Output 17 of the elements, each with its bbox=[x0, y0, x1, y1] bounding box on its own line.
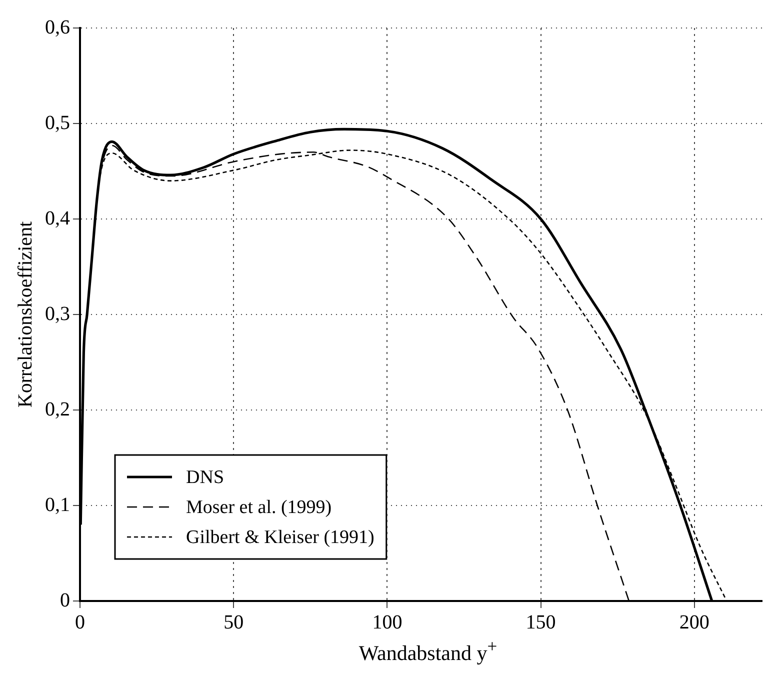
y-tick-label: 0,5 bbox=[45, 112, 70, 134]
y-tick-label: 0,2 bbox=[45, 398, 70, 420]
x-tick-label: 0 bbox=[75, 611, 85, 634]
y-tick-label: 0 bbox=[60, 589, 70, 612]
y-axis-title: Korrelationskoeffizient bbox=[14, 220, 36, 408]
y-tick-label: 0,1 bbox=[45, 494, 70, 516]
x-tick-label: 50 bbox=[224, 611, 244, 634]
x-tick-label: 150 bbox=[526, 611, 556, 634]
y-tick-label: 0,6 bbox=[45, 16, 70, 38]
legend-label: DNS bbox=[186, 466, 224, 488]
x-tick-label: 100 bbox=[372, 611, 402, 634]
legend-label: Moser et al. (1999) bbox=[186, 496, 332, 518]
y-tick-label: 0,3 bbox=[45, 302, 70, 325]
y-tick-label: 0,4 bbox=[45, 207, 70, 230]
x-tick-label: 200 bbox=[679, 611, 710, 634]
x-axis-title: Wandabstand y$^{+}$ bbox=[358, 636, 498, 666]
legend-label: Gilbert & Kleiser (1991) bbox=[186, 526, 374, 548]
